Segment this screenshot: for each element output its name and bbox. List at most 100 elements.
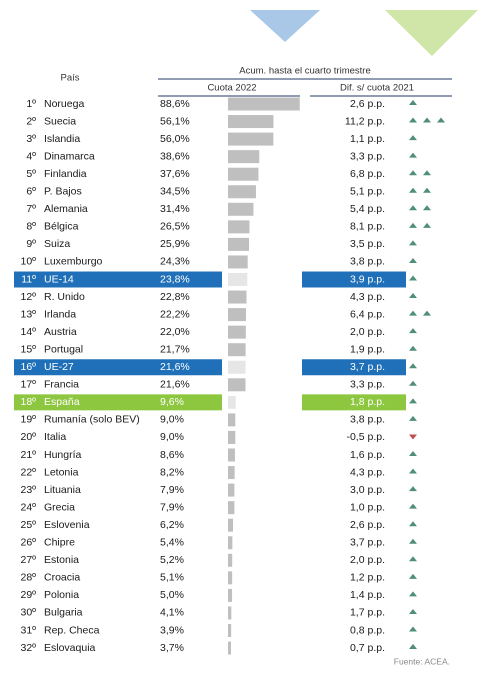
share-label: 9,0% xyxy=(160,431,184,443)
diff-label: 2,0 p.p. xyxy=(350,554,385,566)
share-label: 56,1% xyxy=(160,115,190,127)
country: Portugal xyxy=(44,343,83,355)
share-label: 21,6% xyxy=(160,379,190,391)
trend-arrow xyxy=(409,363,417,369)
diff-label: 3,7 p.p. xyxy=(350,537,385,549)
trend-arrow xyxy=(409,170,417,176)
share-bar xyxy=(228,518,234,532)
share-label: 8,2% xyxy=(160,466,184,478)
rank: 13º xyxy=(20,308,36,320)
share-bar xyxy=(228,167,259,181)
trend-arrow xyxy=(409,310,417,316)
rank: 7º xyxy=(26,203,36,215)
rank: 18º xyxy=(20,396,36,408)
share-bar xyxy=(228,430,236,444)
diff-label: 3,8 p.p. xyxy=(350,256,385,268)
diff-label: 6,8 p.p. xyxy=(350,168,385,180)
trend-arrow xyxy=(409,205,417,211)
rank: 25º xyxy=(20,519,36,531)
trend-arrow xyxy=(409,187,417,193)
share-label: 22,2% xyxy=(160,308,190,320)
rank: 3º xyxy=(26,133,36,145)
country: Italia xyxy=(44,431,66,443)
share-label: 8,6% xyxy=(160,449,184,461)
share-label: 88,6% xyxy=(160,98,190,110)
rank: 21º xyxy=(20,449,36,461)
share-label: 5,1% xyxy=(160,572,184,584)
country: Rumanía (solo BEV) xyxy=(44,414,140,426)
rank: 28º xyxy=(20,572,36,584)
share-label: 9,6% xyxy=(160,396,184,408)
trend-arrow xyxy=(409,644,417,650)
trend-arrow xyxy=(409,100,417,105)
rank: 27º xyxy=(20,554,36,566)
trend-arrow xyxy=(409,608,417,614)
diff-label: 1,9 p.p. xyxy=(350,343,385,355)
rank: 24º xyxy=(20,501,36,513)
share-label: 7,9% xyxy=(160,484,184,496)
diff-label: 1,0 p.p. xyxy=(350,501,385,513)
share-bar xyxy=(228,501,235,515)
rank: 22º xyxy=(20,466,36,478)
trend-arrow xyxy=(409,538,417,544)
diff-label: 1,6 p.p. xyxy=(350,449,385,461)
rank: 26º xyxy=(20,537,36,549)
rank: 23º xyxy=(20,484,36,496)
country: UE-27 xyxy=(44,361,74,373)
trend-arrow xyxy=(409,117,417,123)
rank: 9º xyxy=(26,238,36,250)
share-label: 4,1% xyxy=(160,607,184,619)
trend-arrow xyxy=(423,310,431,316)
trend-arrow xyxy=(409,293,417,299)
share-bar xyxy=(228,202,254,216)
diff-label: 0,8 p.p. xyxy=(350,624,385,636)
trend-arrow xyxy=(409,451,417,456)
rank: 6º xyxy=(26,186,36,198)
rank: 15º xyxy=(20,343,36,355)
diff-label: 1,7 p.p. xyxy=(350,607,385,619)
trend-arrow xyxy=(409,152,417,158)
diff-label: 11,2 p.p. xyxy=(345,115,385,127)
share-bar xyxy=(228,624,232,637)
trend-arrow xyxy=(437,117,445,123)
country: Rep. Checa xyxy=(44,624,100,636)
share-label: 21,6% xyxy=(160,361,190,373)
country: Luxemburgo xyxy=(44,256,103,268)
share-bar xyxy=(228,290,247,304)
diff-label: 3,5 p.p. xyxy=(350,238,385,250)
trend-arrow xyxy=(409,503,417,509)
header-country: País xyxy=(60,73,79,84)
trend-arrow xyxy=(423,187,431,193)
header-group: Acum. hasta el cuarto trimestre xyxy=(239,66,370,77)
share-label: 5,2% xyxy=(160,554,184,566)
row-highlight xyxy=(302,394,406,411)
share-bar xyxy=(228,150,260,164)
country: Noruega xyxy=(44,98,84,110)
rank: 1º xyxy=(26,98,36,110)
rank: 20º xyxy=(20,431,36,443)
share-bar xyxy=(228,378,246,392)
rank: 32º xyxy=(20,642,36,654)
country: Bulgaria xyxy=(44,607,83,619)
share-bar xyxy=(228,606,232,620)
share-label: 25,9% xyxy=(160,238,190,250)
decor-triangle xyxy=(385,10,478,56)
trend-arrow xyxy=(409,380,417,386)
country: Finlandia xyxy=(44,168,87,180)
country: Polonia xyxy=(44,589,79,601)
share-bar xyxy=(228,255,248,269)
diff-label: 3,8 p.p. xyxy=(350,414,385,426)
trend-arrow xyxy=(409,240,417,246)
diff-label: 5,1 p.p. xyxy=(350,186,385,198)
trend-arrow xyxy=(409,521,417,527)
diff-label: 3,9 p.p. xyxy=(350,273,385,285)
share-label: 34,5% xyxy=(160,186,190,198)
country: Eslovaquia xyxy=(44,642,96,654)
trend-arrow xyxy=(423,222,431,228)
diff-label: 2,6 p.p. xyxy=(350,98,385,110)
decor-triangle xyxy=(250,10,320,42)
row-highlight xyxy=(302,271,406,288)
diff-label: 2,0 p.p. xyxy=(350,326,385,338)
country: España xyxy=(44,396,80,408)
